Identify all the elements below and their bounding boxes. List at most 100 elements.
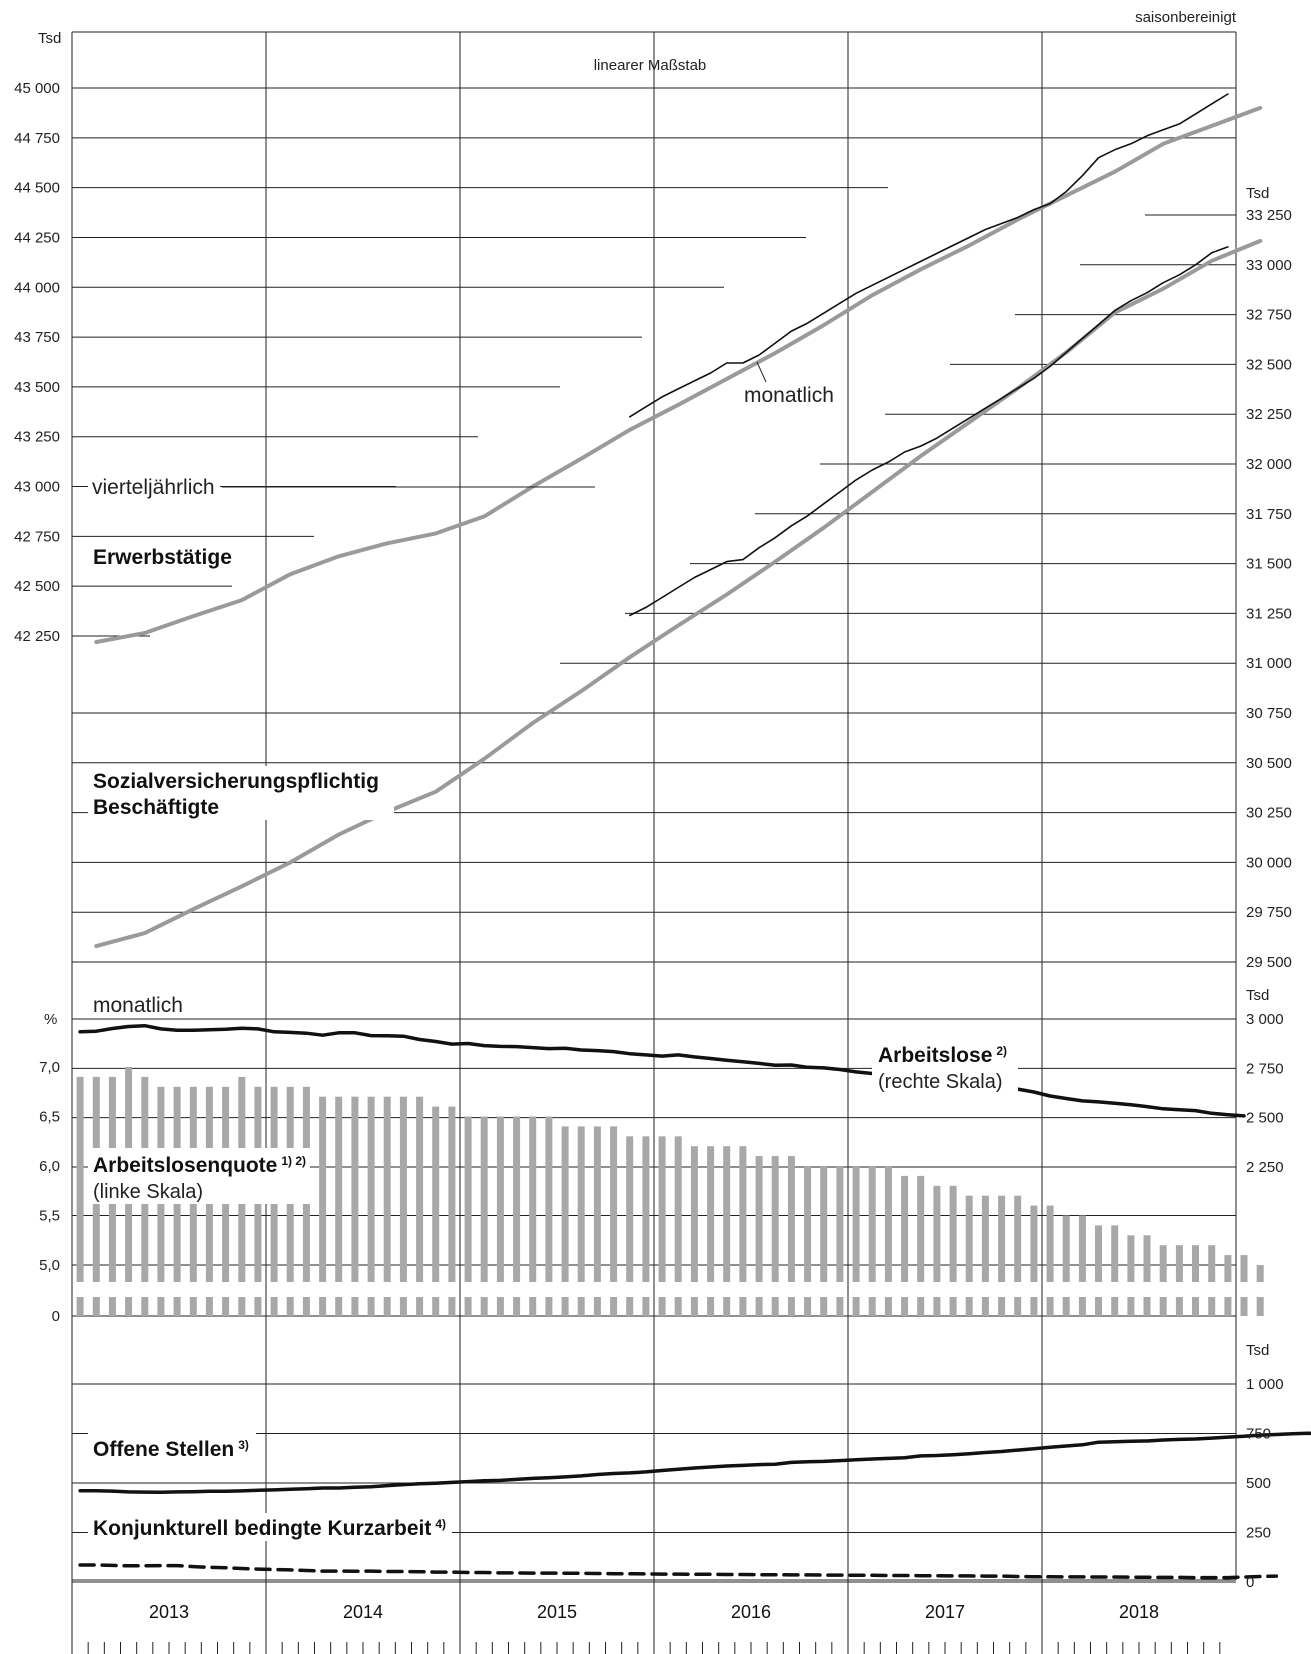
quote-bar	[1224, 1255, 1232, 1282]
quote-bar	[1256, 1265, 1264, 1282]
quote-bar	[1062, 1215, 1070, 1282]
quote-bar-base	[723, 1297, 731, 1316]
kurzarbeit-title: Konjunkturell bedingte Kurzarbeit 4)	[93, 1517, 446, 1540]
arbeitslose-footnote: 2)	[996, 1044, 1007, 1058]
quote-bar-base	[1127, 1297, 1135, 1316]
quote-bar-base	[1256, 1297, 1264, 1316]
quote-bar-base	[367, 1297, 375, 1316]
quote-bar-base	[76, 1297, 84, 1316]
quote-bar-base	[868, 1297, 876, 1316]
quote-bar	[933, 1185, 941, 1282]
quote-bar	[804, 1166, 812, 1282]
series-lines	[78, 93, 1311, 1580]
quote-bar-base	[884, 1297, 892, 1316]
tick-label-arbeitslose: 3 000	[1246, 1011, 1284, 1028]
tick-label-svb: 33 000	[1246, 257, 1292, 274]
quote-bar-base	[1111, 1297, 1119, 1316]
quote-bar-base	[125, 1297, 133, 1316]
tick-label-svb: 32 250	[1246, 406, 1292, 423]
quote-bar	[771, 1156, 779, 1282]
x-axis: 2013 2014 2015 2016 2017 2018	[87, 1602, 1221, 1654]
tick-label-erwerbstaetige: 43 000	[14, 479, 60, 496]
tick-label-quote: 7,0	[39, 1059, 60, 1076]
tick-label-erwerbstaetige: 44 000	[14, 279, 60, 296]
quote-bar-base	[707, 1297, 715, 1316]
quote-bar-base	[335, 1297, 343, 1316]
tick-label-svb: 29 500	[1246, 954, 1292, 971]
quote-bar-base	[998, 1297, 1006, 1316]
quote-bar	[448, 1106, 456, 1282]
quote-bar-base	[432, 1297, 440, 1316]
quote-bar	[399, 1096, 407, 1282]
tick-label-erwerbstaetige: 42 750	[14, 528, 60, 545]
year-label: 2017	[925, 1602, 965, 1622]
quote-bar-base	[173, 1297, 181, 1316]
unit-label-stellen-right: Tsd	[1246, 1342, 1269, 1359]
quote-bar-base	[222, 1297, 230, 1316]
quote-bar-base	[690, 1297, 698, 1316]
stellen-title-text: Offene Stellen	[93, 1438, 234, 1461]
gridlines	[72, 87, 1236, 1583]
quote-bar-base	[157, 1297, 165, 1316]
tick-label-arbeitslose: 2 250	[1246, 1159, 1284, 1176]
tick-label-stellen: 0	[1246, 1574, 1254, 1591]
svb-title-line2: Beschäftigte	[93, 796, 219, 819]
tick-label-stellen: 250	[1246, 1525, 1271, 1542]
chart-frame	[71, 31, 1237, 1654]
quote-bar	[998, 1195, 1006, 1282]
quote-bar	[432, 1106, 440, 1282]
quote-bar-base	[464, 1297, 472, 1316]
quote-bar	[690, 1146, 698, 1282]
quote-bar	[1095, 1225, 1102, 1282]
quote-bar	[707, 1146, 715, 1282]
quote-bar-base	[771, 1297, 779, 1316]
quote-bar	[1240, 1255, 1248, 1282]
quote-bar-base	[496, 1297, 504, 1316]
tick-label-svb: 31 750	[1246, 506, 1292, 523]
tick-label-erwerbstaetige: 43 250	[14, 429, 60, 446]
quote-bar-base	[917, 1297, 925, 1316]
quote-bar-base	[302, 1297, 310, 1316]
kurzarbeit-title-mask	[88, 1513, 452, 1541]
quote-bar-base	[270, 1297, 278, 1316]
quote-bar	[1175, 1245, 1183, 1282]
quote-bar	[852, 1166, 860, 1282]
quote-bar-base	[1143, 1297, 1151, 1316]
tick-label-svb: 30 000	[1246, 854, 1292, 871]
quote-bar	[561, 1126, 569, 1282]
erwerbstaetige-quarterly-line	[94, 105, 1263, 644]
quote-bar-base	[933, 1297, 941, 1316]
monthly-panel-label-mask	[88, 992, 184, 1018]
unit-label-top-left: Tsd	[38, 30, 61, 47]
adjustment-note: saisonbereinigt	[1135, 9, 1237, 26]
quarterly-annotation: vierteljährlich	[92, 476, 215, 499]
quote-bar	[820, 1166, 828, 1282]
quote-bar	[658, 1136, 666, 1282]
quote-bar-base	[901, 1297, 909, 1316]
stellen-title: Offene Stellen 3)	[93, 1438, 249, 1461]
tick-label-svb: 31 000	[1246, 655, 1292, 672]
quote-bar	[351, 1096, 359, 1282]
tick-label-quote: 0	[52, 1308, 60, 1325]
svb-monthly-line	[628, 246, 1229, 617]
quote-bar	[577, 1126, 585, 1282]
quote-bar	[1159, 1245, 1167, 1282]
quote-bar	[383, 1096, 391, 1282]
monthly-annotation: monatlich	[744, 384, 834, 407]
tick-label-stellen: 750	[1246, 1426, 1271, 1443]
quote-bar	[593, 1126, 601, 1282]
quote-bar-base	[448, 1297, 456, 1316]
tick-label-erwerbstaetige: 43 500	[14, 379, 60, 396]
scale-note: linearer Maßstab	[594, 57, 707, 74]
quote-bar	[496, 1116, 504, 1282]
unit-label-arbeitslose-right: Tsd	[1246, 987, 1269, 1004]
tick-label-svb: 31 250	[1246, 605, 1292, 622]
svb-title-mask	[88, 766, 394, 820]
quote-bar-base	[383, 1297, 391, 1316]
quote-bar-base	[577, 1297, 585, 1316]
tick-label-svb: 30 750	[1246, 705, 1292, 722]
tick-label-svb: 29 750	[1246, 904, 1292, 921]
quote-bar-base	[1095, 1297, 1102, 1316]
stellen-footnote: 3)	[238, 1438, 249, 1452]
quote-title-mask	[88, 1148, 310, 1204]
